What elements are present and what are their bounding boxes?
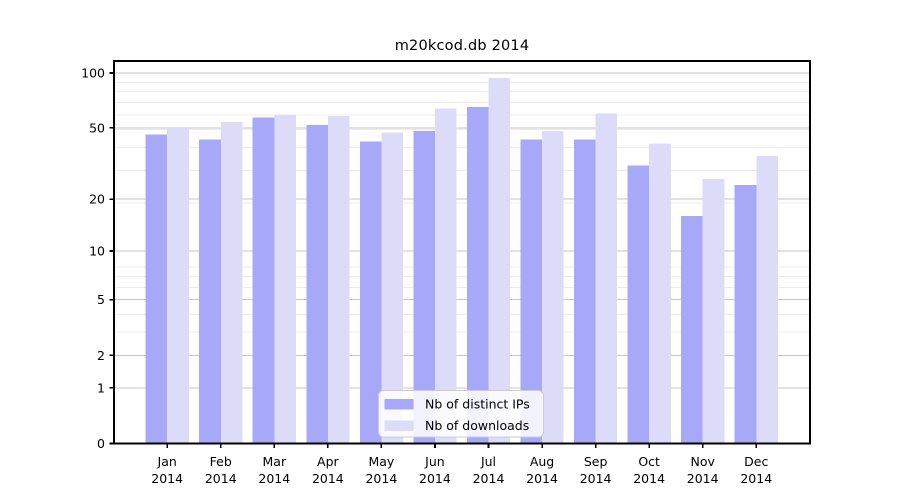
bar-downloads-sep (595, 113, 618, 444)
x-tick-label-month: Mar (263, 454, 287, 469)
bar-distinct-ips-mar (252, 117, 275, 444)
bar-distinct-ips-feb (199, 139, 221, 444)
x-tick-label-year: 2014 (740, 471, 772, 486)
x-tick-label-year: 2014 (365, 471, 397, 486)
x-tick-label-year: 2014 (258, 471, 290, 486)
bar-downloads-nov (702, 178, 725, 444)
chart-title: m20kcod.db 2014 (394, 38, 530, 54)
x-tick-label-month: May (368, 454, 394, 469)
bar-distinct-ips-oct (627, 165, 650, 444)
x-tick-label-year: 2014 (633, 471, 665, 486)
plot-border (113, 60, 811, 445)
x-tick-label-month: Apr (317, 454, 339, 469)
x-tick-label-year: 2014 (151, 471, 183, 486)
x-tick-label-month: Dec (744, 454, 768, 469)
bar-downloads-aug (542, 131, 564, 444)
x-tick-label-month: Jan (157, 454, 177, 469)
legend-box (378, 390, 544, 438)
legend-swatch-downloads (384, 420, 414, 431)
bar-downloads-feb (220, 121, 243, 444)
bar-distinct-ips-aug (520, 139, 543, 444)
legend: Nb of distinct IPs Nb of downloads (378, 390, 544, 438)
bar-distinct-ips-dec (734, 185, 757, 444)
bar-downloads-oct (649, 143, 671, 444)
legend-label-distinct-ips: Nb of distinct IPs (425, 397, 530, 412)
x-tick-label-year: 2014 (473, 471, 505, 486)
y-tick-label: 10 (89, 243, 105, 258)
y-tick-label: 0 (97, 436, 105, 451)
bar-distinct-ips-jul (466, 107, 489, 444)
bar-distinct-ips-nov (681, 216, 703, 444)
bar-downloads-may (381, 132, 403, 444)
y-tick-label: 100 (81, 66, 105, 81)
bar-downloads-jul (488, 77, 511, 444)
bar-distinct-ips-apr (306, 124, 328, 444)
x-tick-label-year: 2014 (526, 471, 558, 486)
bar-downloads-jun (434, 108, 457, 444)
x-tick-label-month: Oct (638, 454, 660, 469)
bar-downloads-apr (327, 116, 350, 444)
bar-distinct-ips-jan (145, 134, 168, 444)
x-tick-label-year: 2014 (580, 471, 612, 486)
bar-distinct-ips-may (359, 141, 382, 444)
bar-downloads-dec (756, 155, 778, 444)
x-tick-label-month: Feb (210, 454, 232, 469)
bar-distinct-ips-jun (413, 131, 435, 444)
x-tick-label-month: Aug (530, 454, 554, 469)
x-tick-label-year: 2014 (312, 471, 344, 486)
x-tick-label-year: 2014 (687, 471, 719, 486)
x-tick-label-year: 2014 (205, 471, 237, 486)
y-tick-label: 2 (97, 348, 105, 363)
bar-distinct-ips-sep (574, 139, 596, 444)
y-tick-label: 5 (97, 292, 105, 307)
x-tick-label-month: Sep (584, 454, 608, 469)
bar-downloads-mar (274, 114, 296, 444)
bar-downloads-jan (167, 127, 189, 444)
x-tick-label-year: 2014 (419, 471, 451, 486)
legend-label-downloads: Nb of downloads (425, 418, 529, 433)
legend-swatch-distinct-ips (384, 399, 414, 410)
y-tick-label: 50 (89, 120, 105, 135)
y-tick-label: 1 (97, 380, 105, 395)
x-tick-label-month: Jun (424, 454, 445, 469)
x-tick-label-month: Nov (690, 454, 715, 469)
x-tick-label-month: Jul (480, 454, 496, 469)
y-tick-label: 20 (89, 192, 105, 207)
